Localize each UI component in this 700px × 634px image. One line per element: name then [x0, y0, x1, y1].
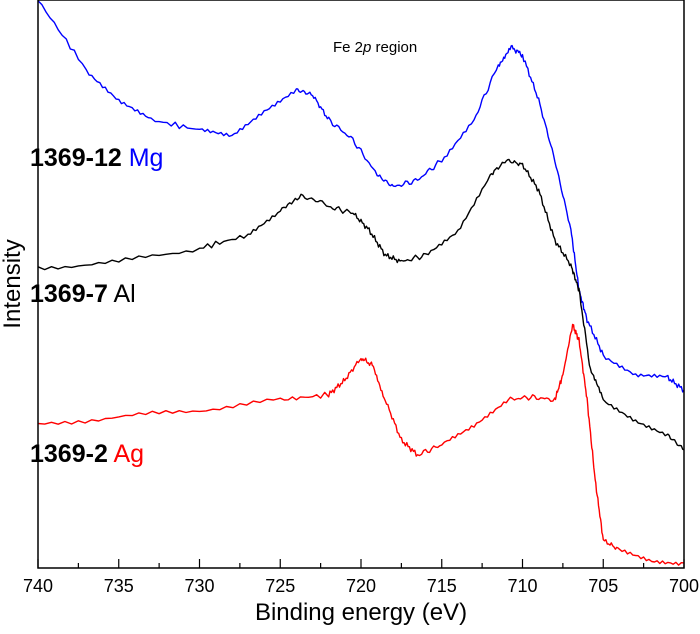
x-axis-label: Binding energy (eV): [255, 599, 467, 626]
x-tick-label: 715: [427, 576, 457, 596]
label-ag: 1369-2 Ag: [30, 440, 144, 468]
plot-frame: [37, 0, 685, 569]
series-line-al: [37, 158, 685, 451]
label-mg: 1369-12 Mg: [30, 144, 163, 172]
x-tick-label: 730: [184, 576, 214, 596]
x-tick-label: 735: [104, 576, 134, 596]
series-line-mg: [37, 0, 685, 393]
y-axis-label: Intensity: [0, 239, 26, 328]
x-tick-label: 740: [23, 576, 53, 596]
x-tick-label: 700: [669, 576, 699, 596]
region-annotation: Fe 2p region: [333, 39, 417, 56]
x-ticks: 740 735 730 725 720 715 710 705 700: [23, 559, 699, 596]
series-line-ag: [37, 323, 685, 566]
x-tick-label: 725: [265, 576, 295, 596]
x-tick-label: 705: [588, 576, 618, 596]
x-tick-label: 710: [507, 576, 537, 596]
x-tick-label: 720: [346, 576, 376, 596]
label-al: 1369-7 Al: [30, 280, 136, 308]
series-lines: [37, 0, 685, 566]
